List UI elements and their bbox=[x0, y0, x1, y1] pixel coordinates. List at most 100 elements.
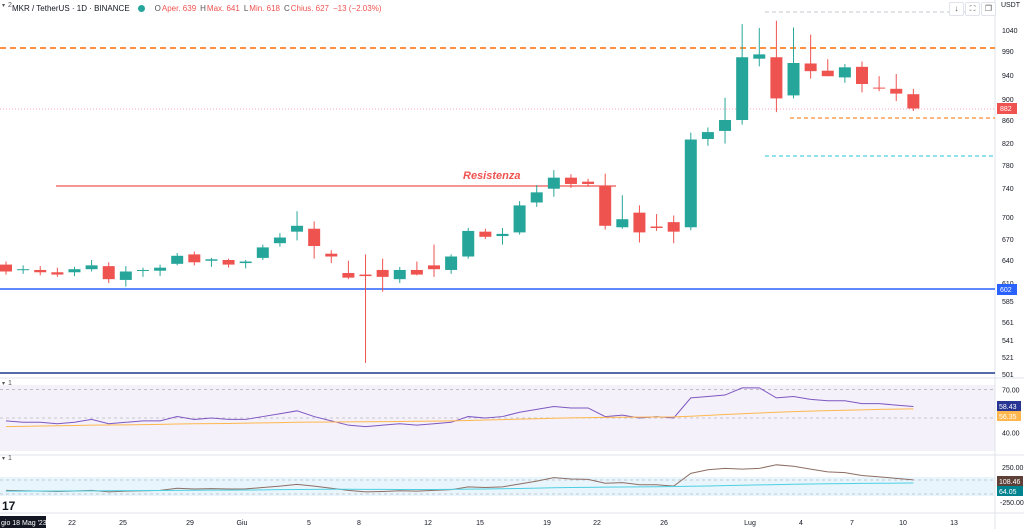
osc-pane-index[interactable]: ▾ 1 bbox=[2, 455, 12, 462]
restore-icon: ❐ bbox=[984, 4, 993, 13]
candle bbox=[85, 265, 98, 270]
symbol-title[interactable]: MKR / TetherUS · 1D · BINANCE bbox=[12, 3, 130, 13]
collapse-arrow-icon: ▾ bbox=[2, 456, 6, 462]
candle bbox=[410, 269, 423, 275]
change-value: −13 (−2.03%) bbox=[333, 3, 382, 13]
price-tick-label: 740 bbox=[1002, 186, 1014, 193]
candle bbox=[496, 233, 509, 237]
candle bbox=[804, 63, 817, 72]
candle bbox=[599, 185, 612, 226]
price-tick-label: 1040 bbox=[1002, 28, 1018, 35]
osc-series-line bbox=[6, 482, 914, 492]
time-tick-label: 7 bbox=[850, 520, 854, 527]
candle bbox=[582, 181, 595, 184]
resistance-annotation: Resistenza bbox=[463, 170, 520, 182]
candle bbox=[650, 226, 663, 228]
rsi-ma-badge bbox=[997, 411, 1021, 421]
candle bbox=[428, 265, 440, 270]
candle bbox=[462, 230, 475, 257]
candle bbox=[616, 219, 629, 228]
price-tick-label: 820 bbox=[1002, 141, 1014, 148]
osc-band bbox=[0, 477, 995, 496]
high-value: Max. 641 bbox=[206, 3, 240, 13]
osc-ma-label: 64.05 bbox=[999, 489, 1017, 496]
price-tick-label: 780 bbox=[1002, 163, 1014, 170]
candle bbox=[393, 269, 406, 280]
candle bbox=[907, 94, 920, 109]
price-tick-label: 940 bbox=[1002, 73, 1014, 80]
collapse-arrow-icon: ▾ bbox=[2, 3, 6, 9]
open-label: O bbox=[154, 3, 161, 13]
candle bbox=[325, 253, 338, 257]
candle bbox=[376, 269, 389, 277]
price-tick-label: 700 bbox=[1002, 215, 1014, 222]
high-label: H bbox=[200, 3, 206, 13]
price-tick-label: 900 bbox=[1002, 97, 1014, 104]
price-tick-label: 561 bbox=[1002, 320, 1014, 327]
main-pane-index[interactable]: ▾ 2 bbox=[2, 2, 12, 9]
time-tick-label: 22 bbox=[68, 520, 76, 527]
time-tick-label: 15 bbox=[476, 520, 484, 527]
candle bbox=[719, 120, 732, 131]
candle bbox=[530, 192, 543, 203]
tradingview-logo: 17 bbox=[2, 499, 16, 513]
move-down-button[interactable]: ↓ bbox=[949, 2, 964, 16]
candle bbox=[856, 66, 868, 84]
candle bbox=[667, 222, 680, 232]
candle bbox=[0, 264, 12, 272]
arrow-down-icon: ↓ bbox=[954, 4, 959, 13]
candle bbox=[205, 259, 218, 261]
candle bbox=[770, 57, 783, 99]
candle bbox=[154, 267, 167, 271]
osc-value-label: 108.46 bbox=[999, 479, 1021, 486]
rsi-series-line bbox=[5, 408, 914, 428]
candle bbox=[256, 247, 269, 258]
time-tick-label: 22 bbox=[593, 520, 601, 527]
candle bbox=[736, 57, 749, 120]
candle bbox=[102, 266, 115, 280]
candle bbox=[273, 237, 286, 244]
price-tick-label: 521 bbox=[1002, 355, 1014, 362]
price-tick-label: 585 bbox=[1002, 299, 1014, 306]
time-tick-label: 19 bbox=[543, 520, 551, 527]
price-tick-label: 501 bbox=[1002, 372, 1014, 379]
rsi-value-badge bbox=[997, 401, 1021, 411]
candle bbox=[342, 273, 355, 278]
time-tick-label: 12 bbox=[424, 520, 432, 527]
candle bbox=[291, 225, 304, 232]
time-tick-label: 29 bbox=[186, 520, 194, 527]
candle bbox=[136, 269, 149, 271]
candle bbox=[479, 231, 492, 237]
rsi-ma-label: 56.35 bbox=[999, 414, 1017, 421]
time-tick-label: 26 bbox=[660, 520, 668, 527]
candle bbox=[171, 255, 184, 264]
rsi-value-label: 58.43 bbox=[999, 404, 1017, 411]
time-tick-label: 13 bbox=[950, 520, 958, 527]
rsi-tick-label: 70.00 bbox=[1002, 387, 1020, 394]
osc-tick-label: -250.00 bbox=[1000, 500, 1024, 507]
candle bbox=[68, 269, 81, 273]
price-tick-label: 640 bbox=[1002, 258, 1014, 265]
rsi-pane-index[interactable]: ▾ 1 bbox=[2, 380, 12, 387]
fullscreen-button[interactable]: ⛶ bbox=[965, 2, 980, 16]
candle bbox=[633, 212, 646, 233]
time-tick-label: 5 bbox=[307, 520, 311, 527]
candle bbox=[890, 88, 903, 94]
price-tick-label: 670 bbox=[1002, 237, 1014, 244]
open-value: Aper. 639 bbox=[161, 3, 197, 13]
level-badge bbox=[997, 284, 1017, 295]
restore-button[interactable]: ❐ bbox=[981, 2, 996, 16]
candle bbox=[701, 132, 714, 139]
candle bbox=[17, 269, 30, 271]
candle bbox=[239, 261, 252, 264]
candle bbox=[787, 63, 800, 96]
time-tick-label: Giu bbox=[237, 520, 248, 527]
time-tick-label: Lug bbox=[744, 520, 756, 527]
price-tick-label: 860 bbox=[1002, 118, 1014, 125]
low-label: L bbox=[243, 3, 249, 13]
candle bbox=[445, 256, 458, 270]
time-tick-label: 25 bbox=[119, 520, 127, 527]
candle bbox=[34, 269, 47, 273]
time-tick-label: 10 bbox=[899, 520, 907, 527]
